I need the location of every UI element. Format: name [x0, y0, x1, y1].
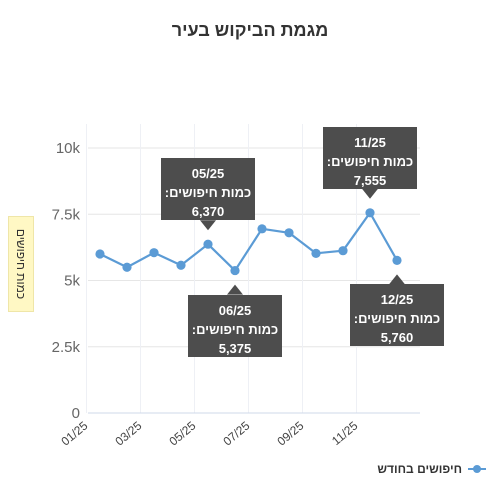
- y-tick-label: 5k: [64, 273, 80, 290]
- data-point: [230, 265, 240, 276]
- y-tick-label: 0: [72, 405, 80, 422]
- tooltip-line2: כמות חיפושים:: [353, 311, 441, 327]
- data-point: [311, 248, 321, 258]
- legend-label: חיפושים בחודש: [377, 462, 462, 476]
- series-line: [99, 211, 398, 272]
- data-point: [392, 255, 402, 265]
- x-tick-label: 01/25: [58, 418, 90, 448]
- tooltip-pointers: [200, 188, 405, 295]
- series: [95, 208, 402, 276]
- tooltip-line1: 05/25: [191, 166, 225, 182]
- x-tick-label: 05/25: [166, 418, 198, 448]
- tooltip-line3: 5,375: [218, 340, 252, 356]
- legend[interactable]: חיפושים בחודש: [377, 461, 486, 477]
- x-tick-label: 07/25: [220, 418, 252, 448]
- x-tick-label: 03/25: [112, 418, 144, 448]
- tooltip-line1: 12/25: [380, 292, 414, 308]
- x-tick-label: 11/25: [329, 418, 361, 448]
- tooltip-pointer: [200, 220, 216, 231]
- tooltip-line2: כמות חיפושים:: [326, 153, 414, 169]
- tooltip-line3: 5,760: [380, 330, 414, 346]
- tooltip-line1: 11/25: [354, 134, 386, 150]
- tooltip: 12/25 כמות חיפושים: 5,760: [350, 284, 444, 347]
- data-point: [176, 260, 186, 270]
- tooltip-pointer: [362, 188, 378, 199]
- data-point: [203, 239, 213, 249]
- legend-marker-icon: [468, 461, 486, 477]
- y-axis-label-box: כמות חיפושים: [8, 216, 34, 312]
- tooltip-line3: 6,370: [191, 204, 225, 220]
- data-point: [338, 246, 348, 256]
- tooltip-pointer: [227, 284, 243, 295]
- data-point: [122, 262, 132, 272]
- tooltip-line3: 7,555: [353, 172, 387, 188]
- data-point: [95, 249, 105, 259]
- data-point: [149, 248, 159, 258]
- tooltip-line1: 06/25: [218, 302, 252, 318]
- data-point: [284, 228, 294, 238]
- tooltip-line2: כמות חיפושים:: [164, 185, 252, 201]
- tooltip: 11/25 כמות חיפושים: 7,555: [323, 126, 417, 189]
- chart-title: מגמת הביקוש בעיר: [171, 20, 329, 40]
- tooltip: 06/25 כמות חיפושים: 5,375: [188, 294, 282, 357]
- y-tick-label: 2.5k: [52, 339, 81, 356]
- y-tick-label: 7.5k: [52, 206, 81, 223]
- tooltip: 05/25 כמות חיפושים: 6,370: [161, 158, 255, 221]
- tooltip-pointer: [389, 274, 405, 285]
- x-tick-label: 09/25: [274, 418, 306, 448]
- data-point: [365, 208, 375, 218]
- y-tick-label: 10k: [56, 140, 81, 157]
- tooltip-line2: כמות חיפושים:: [191, 321, 279, 337]
- data-point: [257, 224, 267, 234]
